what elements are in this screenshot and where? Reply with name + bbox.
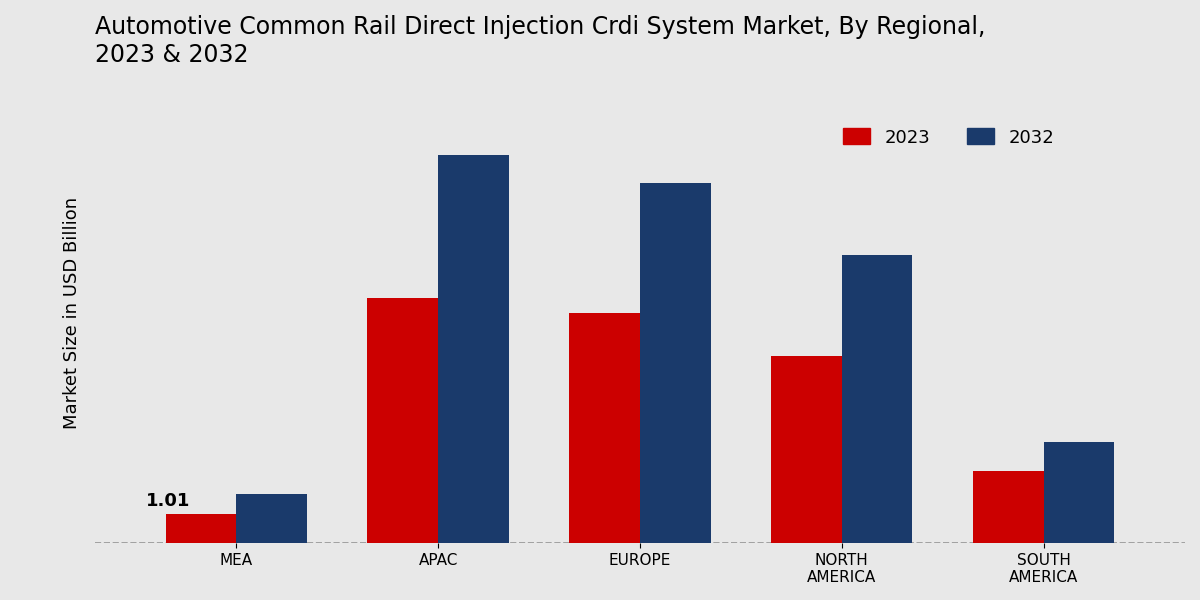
- Bar: [772, 356, 842, 543]
- Bar: [569, 313, 640, 543]
- Text: Automotive Common Rail Direct Injection Crdi System Market, By Regional,
2023 & : Automotive Common Rail Direct Injection …: [95, 15, 985, 67]
- Text: 1.01: 1.01: [146, 491, 191, 509]
- Bar: [236, 494, 307, 543]
- Bar: [166, 514, 236, 543]
- Y-axis label: Market Size in USD Billion: Market Size in USD Billion: [62, 197, 82, 429]
- Bar: [1044, 442, 1115, 543]
- Bar: [438, 155, 509, 543]
- Bar: [973, 471, 1044, 543]
- Bar: [640, 184, 710, 543]
- Legend: 2023, 2032: 2023, 2032: [834, 119, 1063, 155]
- Bar: [842, 255, 912, 543]
- Bar: [367, 298, 438, 543]
